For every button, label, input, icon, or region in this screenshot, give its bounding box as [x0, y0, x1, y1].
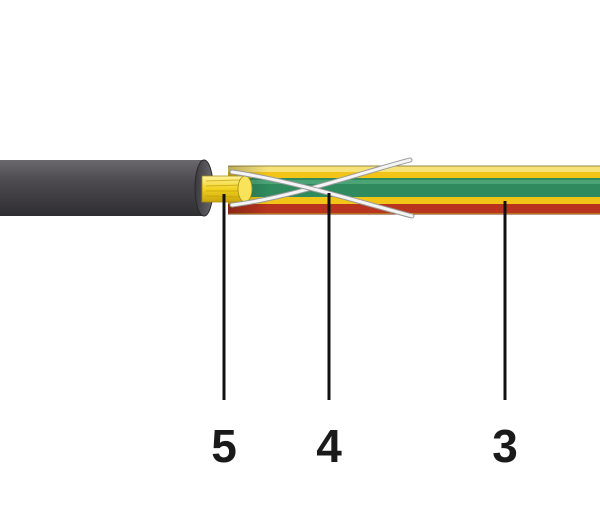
callout-label-3: 3	[492, 420, 518, 472]
callout-label-5: 5	[211, 420, 237, 472]
insulation-red-stripe	[228, 204, 600, 213]
conductor-strand-lines	[205, 179, 246, 198]
insulation-top-highlight	[228, 166, 600, 172]
stranded-conductor	[201, 175, 253, 203]
callout-label-4: 4	[316, 420, 342, 472]
conductor-cut-face	[237, 175, 253, 203]
outer-sheath	[0, 159, 214, 217]
binder-threads	[229, 157, 415, 219]
insulated-core	[228, 165, 600, 215]
sheath-body	[0, 160, 204, 216]
binder-thread-a-core	[230, 158, 412, 207]
binder-thread-b-core	[230, 170, 414, 218]
callout-labels: 5 4 3	[211, 420, 518, 472]
insulation-green-highlight	[228, 180, 600, 184]
leader-lines	[222, 193, 507, 400]
